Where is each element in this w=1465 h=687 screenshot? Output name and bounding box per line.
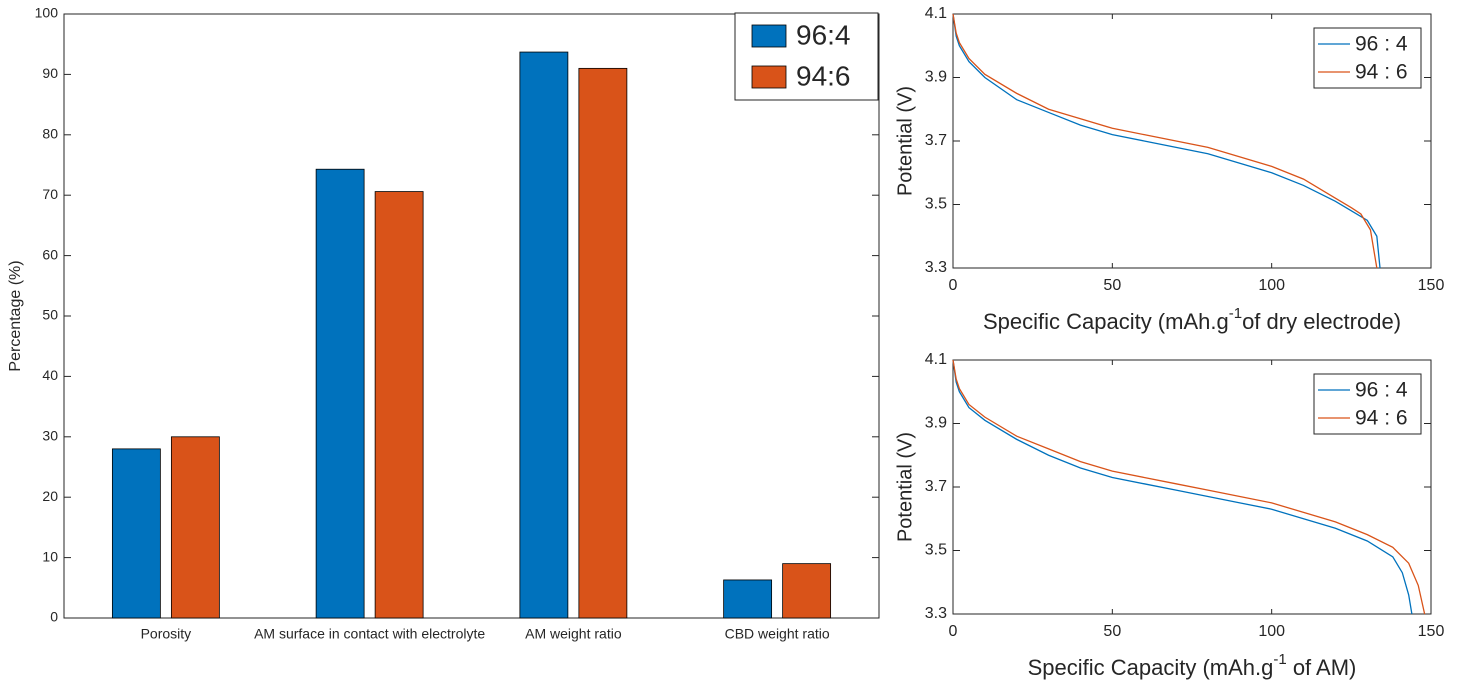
x-axis-label-part: Specific Capacity (mAh.g xyxy=(1028,655,1274,680)
x-tick-label: 150 xyxy=(1418,623,1445,640)
y-tick-label: 50 xyxy=(42,307,58,323)
x-tick-label: 150 xyxy=(1418,277,1445,294)
x-tick-label: Porosity xyxy=(141,626,192,642)
y-tick-label: 4.1 xyxy=(925,5,947,22)
legend-box xyxy=(1313,27,1422,89)
legend-label: 94:6 xyxy=(796,60,851,91)
y-tick-label: 3.7 xyxy=(925,478,947,495)
legend-label: 94 : 6 xyxy=(1355,61,1408,84)
bar xyxy=(315,168,365,619)
line xyxy=(952,13,1381,269)
bar xyxy=(519,51,569,619)
x-axis-label-part: of dry electrode) xyxy=(1242,309,1401,334)
y-tick-label: 40 xyxy=(42,367,58,383)
bar xyxy=(374,191,424,619)
legend-label: 94 : 6 xyxy=(1355,407,1408,430)
line xyxy=(952,359,1413,615)
legend-label: 96 : 4 xyxy=(1355,33,1408,56)
y-tick-label: 3.3 xyxy=(925,259,947,276)
subplot: 3.3 3.5 3.7 3.9 4.1 Potential (V) 0 50 100 150 Spe… xyxy=(894,351,1444,680)
y-axis-label: Potential (V) xyxy=(894,432,916,542)
y-tick-label: 3.3 xyxy=(925,605,947,622)
y-tick-label: 20 xyxy=(42,488,58,504)
line xyxy=(952,359,1426,615)
x-axis-label: Specific Capacity (mAh.g-1 of AM) xyxy=(1028,651,1357,680)
y-tick-label: 30 xyxy=(42,428,58,444)
y-tick-label: 0 xyxy=(50,609,58,625)
y-tick-label: 60 xyxy=(42,246,58,262)
legend-label: 96 : 4 xyxy=(1355,379,1408,402)
x-tick-label: 100 xyxy=(1258,623,1285,640)
x-axis-label-part: Specific Capacity (mAh.g xyxy=(983,309,1229,334)
x-axis-label-part: -1 xyxy=(1273,651,1286,668)
bar xyxy=(170,436,220,619)
y-tick-label: 80 xyxy=(42,126,58,142)
subplot: 0 10 20 30 40 50 60 70 80 90 100 Percentage (%) Poro… xyxy=(7,5,880,642)
x-tick-label: 50 xyxy=(1103,623,1121,640)
y-tick-label: 3.5 xyxy=(925,542,947,559)
y-tick-label: 3.5 xyxy=(925,196,947,213)
bar xyxy=(782,563,832,619)
subplot: 3.3 3.5 3.7 3.9 4.1 Potential (V) 0 50 100 150 Spe… xyxy=(894,5,1444,334)
legend-swatch xyxy=(751,65,787,89)
x-tick-label: CBD weight ratio xyxy=(725,626,830,642)
legend-swatch xyxy=(751,24,787,48)
x-axis-label-part: of AM) xyxy=(1287,655,1357,680)
x-tick-label: 0 xyxy=(949,623,958,640)
x-tick-label: AM surface in contact with electrolyte xyxy=(254,626,485,642)
bar xyxy=(111,448,161,619)
x-tick-label: 0 xyxy=(949,277,958,294)
y-tick-label: 3.7 xyxy=(925,132,947,149)
y-tick-label: 100 xyxy=(35,5,59,21)
y-tick-label: 70 xyxy=(42,186,58,202)
x-axis-label: Specific Capacity (mAh.g-1of dry electro… xyxy=(983,305,1401,334)
legend-label: 96:4 xyxy=(796,19,851,50)
y-tick-label: 4.1 xyxy=(925,351,947,368)
y-tick-label: 10 xyxy=(42,548,58,564)
legend-box xyxy=(1313,373,1422,435)
y-axis-label: Percentage (%) xyxy=(7,260,24,371)
y-tick-label: 3.9 xyxy=(925,415,947,432)
x-tick-label: 100 xyxy=(1258,277,1285,294)
x-tick-label: AM weight ratio xyxy=(525,626,622,642)
y-tick-label: 3.9 xyxy=(925,69,947,86)
bar xyxy=(578,67,628,619)
y-axis-label: Potential (V) xyxy=(894,86,916,196)
y-tick-label: 90 xyxy=(42,65,58,81)
x-tick-label: 50 xyxy=(1103,277,1121,294)
bar xyxy=(723,579,773,619)
x-axis-label-part: -1 xyxy=(1229,305,1242,322)
line xyxy=(952,13,1378,269)
